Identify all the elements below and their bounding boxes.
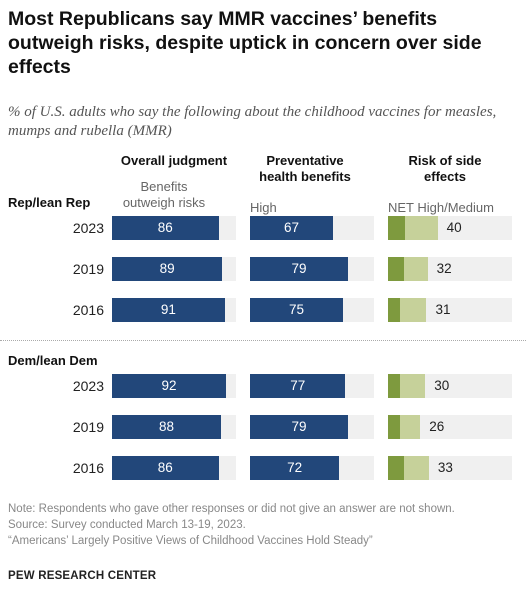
year-label: 2019	[72, 261, 104, 277]
footer-source: Source: Survey conducted March 13-19, 20…	[8, 519, 246, 531]
bar-label-overall: 86	[157, 220, 173, 235]
bar-overall	[112, 415, 222, 439]
bar-risk-high	[388, 298, 401, 322]
bar-label-preventative: 77	[290, 378, 306, 393]
bar-label-overall: 88	[159, 419, 175, 434]
group-divider	[0, 340, 526, 341]
column-header-preventative: Preventative health benefits	[259, 153, 351, 184]
column-subheader-risk: NET High/Medium	[388, 200, 494, 215]
bar-risk-medium	[405, 216, 438, 240]
bar-risk-high	[388, 374, 401, 398]
bar-label-risk: 31	[435, 302, 451, 317]
column-header-risk: Risk of side effects	[408, 153, 482, 184]
bar-preventative	[250, 216, 334, 240]
bar-label-risk: 26	[429, 419, 445, 434]
column-header-overall: Overall judgment	[120, 153, 228, 168]
chart-subtitle: % of U.S. adults who say the following a…	[8, 104, 497, 139]
bar-label-overall: 86	[157, 460, 173, 475]
bar-risk-high	[388, 415, 401, 439]
bar-overall	[112, 456, 219, 480]
bar-risk-medium	[400, 298, 427, 322]
bar-label-preventative: 75	[288, 302, 305, 317]
chart-title: Most Republicans say MMR vaccines’ benef…	[8, 8, 482, 78]
bar-risk-medium	[404, 456, 429, 480]
year-label: 2016	[72, 460, 104, 476]
bar-label-risk: 30	[434, 378, 450, 393]
bar-risk-medium	[400, 415, 421, 439]
footer-note: Note: Respondents who gave other respons…	[8, 503, 455, 515]
bar-overall	[112, 298, 225, 322]
bar-label-overall: 89	[159, 261, 175, 276]
bar-preventative	[250, 456, 340, 480]
bar-risk-high	[388, 216, 406, 240]
bar-label-overall: 92	[161, 378, 177, 393]
bar-preventative	[250, 374, 346, 398]
year-label: 2023	[72, 378, 104, 394]
group-label-dem: Dem/lean Dem	[8, 353, 98, 368]
bar-label-preventative: 72	[287, 460, 303, 475]
year-label: 2023	[72, 220, 104, 236]
group-label-rep: Rep/lean Rep	[8, 195, 91, 210]
column-subheader-preventative: High	[250, 200, 277, 215]
bar-overall	[112, 216, 219, 240]
brand-name: PEW RESEARCH CENTER	[8, 570, 157, 582]
bar-risk-medium	[400, 374, 426, 398]
bar-risk-high	[388, 456, 405, 480]
bar-label-risk: 32	[436, 261, 452, 276]
bar-label-risk: 33	[437, 460, 453, 475]
bar-label-risk: 40	[446, 220, 462, 235]
bar-preventative	[250, 257, 348, 281]
bar-label-overall: 91	[160, 302, 176, 317]
bar-preventative	[250, 298, 343, 322]
bar-label-preventative: 67	[284, 220, 300, 235]
bar-preventative	[250, 415, 348, 439]
bar-risk-high	[388, 257, 405, 281]
column-subheader-overall: Benefits outweigh risks	[122, 179, 206, 210]
footer-report: “Americans’ Largely Positive Views of Ch…	[8, 535, 373, 547]
bar-label-preventative: 79	[291, 261, 307, 276]
year-label: 2019	[72, 419, 104, 435]
bar-overall	[112, 374, 227, 398]
bar-label-preventative: 79	[291, 419, 307, 434]
bar-risk-medium	[404, 257, 428, 281]
bar-overall	[112, 257, 223, 281]
year-label: 2016	[72, 302, 104, 318]
